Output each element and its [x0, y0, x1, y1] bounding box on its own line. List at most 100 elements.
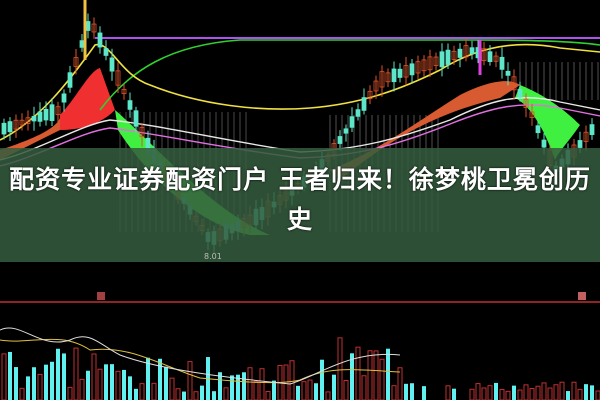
candle-body	[511, 76, 517, 91]
volume-marker	[97, 292, 105, 300]
volume-bar	[410, 383, 414, 400]
candle-body	[541, 139, 547, 148]
volume-bar	[307, 379, 313, 400]
candle-body	[391, 68, 397, 83]
ma-green-line	[99, 39, 600, 111]
candle-body	[61, 93, 67, 103]
green-band	[515, 85, 580, 160]
volume-bar	[139, 383, 145, 400]
volume-bar	[571, 381, 577, 400]
candle-body	[19, 119, 25, 126]
volume-bar	[559, 381, 565, 400]
volume-bar	[247, 367, 253, 400]
candle-body	[97, 32, 103, 48]
candle-body	[487, 51, 493, 62]
volume-bar	[128, 376, 132, 400]
volume-bar	[475, 383, 481, 400]
volume-bar	[301, 381, 307, 400]
volume-bar	[56, 348, 60, 400]
candle-body	[529, 111, 535, 119]
volume-bar	[242, 372, 246, 400]
volume-bar	[104, 364, 108, 400]
candle-body	[343, 128, 349, 134]
volume-bar	[289, 360, 295, 400]
volume-bar	[37, 373, 43, 400]
volume-bar	[265, 390, 271, 400]
candle-body	[499, 56, 505, 70]
volume-bar	[379, 358, 385, 400]
candle-body	[583, 131, 589, 142]
candle-body	[121, 88, 127, 95]
candle-body	[67, 72, 73, 88]
volume-bar	[367, 350, 373, 400]
volume-bar	[373, 350, 379, 400]
candle-body	[481, 48, 487, 62]
candle-body	[349, 116, 355, 128]
volume-bar	[361, 375, 367, 400]
candle-body	[427, 56, 433, 71]
volume-bar	[547, 387, 553, 400]
red-band	[60, 68, 115, 130]
volume-bar	[73, 347, 79, 400]
volume-bar	[523, 384, 529, 400]
candle-body	[37, 111, 43, 122]
candle-body	[409, 63, 415, 76]
volume-bar	[422, 386, 426, 400]
volume-bar	[332, 374, 336, 400]
candle-body	[451, 50, 457, 60]
candle-body	[379, 71, 385, 88]
volume-bar	[386, 348, 390, 400]
volume-bar	[325, 391, 331, 400]
volume-bar	[169, 377, 175, 400]
candle-body	[385, 72, 391, 83]
volume-bar	[32, 367, 36, 400]
volume-bar	[512, 385, 516, 400]
volume-bar	[122, 369, 126, 400]
candle-body	[55, 106, 61, 116]
candle-body	[367, 90, 373, 100]
volume-bar	[158, 358, 162, 400]
volume-bar	[469, 388, 475, 400]
candle-body	[355, 109, 361, 117]
candle-body	[1, 122, 7, 135]
candle-body	[361, 97, 367, 111]
candle-body	[139, 126, 145, 138]
volume-bar	[26, 376, 30, 400]
volume-bar	[182, 391, 186, 400]
volume-bar	[253, 380, 259, 400]
volume-bar	[8, 351, 12, 400]
volume-ma-line	[0, 327, 401, 385]
volume-bar	[590, 385, 594, 400]
volume-bar	[44, 364, 48, 400]
candle-body	[103, 48, 109, 56]
volume-bar	[499, 389, 505, 400]
volume-bar	[505, 390, 511, 400]
volume-bar	[218, 372, 222, 400]
candle-body	[25, 117, 31, 125]
volume-bar	[79, 378, 85, 400]
volume-bar	[566, 391, 570, 400]
volume-bar	[62, 353, 66, 400]
candle-body	[463, 45, 469, 58]
candle-body	[589, 124, 595, 135]
volume-bar	[146, 357, 150, 400]
volume-bar	[151, 382, 157, 400]
volume-bar	[404, 383, 408, 400]
volume-bar	[314, 383, 318, 400]
candle-body	[397, 68, 403, 78]
volume-bar	[175, 388, 181, 400]
candle-body	[79, 40, 85, 48]
volume-bar	[320, 359, 324, 400]
volume-bar	[134, 388, 138, 400]
candle-body	[421, 59, 427, 72]
candle-body	[127, 100, 133, 110]
volume-bar	[236, 374, 240, 400]
volume-bar	[397, 367, 403, 400]
candle-body	[43, 108, 49, 121]
volume-bar	[230, 375, 234, 400]
candle-body	[91, 23, 97, 33]
volume-bar	[487, 385, 493, 400]
volume-bar	[541, 382, 547, 400]
volume-bar	[452, 388, 456, 400]
candle-body	[505, 70, 511, 76]
